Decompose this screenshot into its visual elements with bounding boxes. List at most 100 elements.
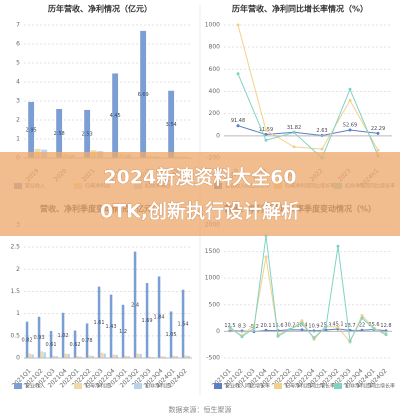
bar bbox=[97, 286, 101, 358]
bar bbox=[168, 90, 175, 158]
legend-swatch bbox=[274, 383, 282, 389]
data-label: 10.9 bbox=[308, 323, 319, 329]
bar bbox=[67, 354, 70, 358]
point bbox=[360, 316, 364, 320]
y-tick-label: 0 bbox=[216, 132, 220, 139]
y-tick-label: 600 bbox=[209, 66, 221, 73]
y-tick-label: 0 bbox=[216, 328, 220, 335]
point bbox=[360, 313, 364, 317]
legend-label: 扣非净利润同比增长率 bbox=[345, 383, 395, 390]
bar bbox=[139, 354, 142, 358]
data-label: 1.61 bbox=[93, 320, 104, 326]
data-label: 8.3 bbox=[238, 323, 246, 329]
y-tick-label: 5 bbox=[16, 60, 20, 67]
y-tick-label: 6 bbox=[16, 41, 20, 48]
bar bbox=[55, 356, 58, 358]
bar bbox=[56, 108, 63, 158]
bar bbox=[124, 355, 128, 358]
data-label: 22.29 bbox=[371, 126, 385, 132]
y-tick-label: 200 bbox=[209, 110, 221, 117]
data-label: 2.4 bbox=[131, 302, 139, 308]
data-label: 30.2 bbox=[284, 322, 295, 328]
point bbox=[376, 148, 380, 152]
y-tick-label: 4 bbox=[16, 79, 20, 86]
line bbox=[229, 235, 387, 343]
point bbox=[264, 128, 268, 132]
data-label: 31.82 bbox=[287, 125, 301, 131]
bar bbox=[100, 352, 104, 358]
point bbox=[300, 319, 304, 323]
bar bbox=[148, 356, 152, 358]
y-tick-label: 500 bbox=[209, 301, 221, 308]
bar bbox=[85, 323, 89, 358]
data-label: 1.43 bbox=[105, 324, 116, 330]
bar bbox=[64, 353, 68, 358]
line bbox=[237, 73, 379, 159]
line bbox=[237, 125, 379, 137]
bar bbox=[112, 73, 119, 158]
bar bbox=[136, 353, 140, 358]
y-tick-label: -500 bbox=[206, 355, 220, 362]
point bbox=[336, 325, 340, 329]
point bbox=[348, 339, 352, 343]
point bbox=[348, 98, 352, 102]
point bbox=[324, 328, 328, 332]
y-tick-label: 800 bbox=[209, 44, 221, 51]
data-label: 2.58 bbox=[54, 131, 65, 137]
data-label: 91.48 bbox=[231, 118, 245, 124]
y-tick-label: 400 bbox=[209, 88, 221, 95]
data-label: 0.82 bbox=[21, 337, 32, 343]
legend-label: 营业收入 bbox=[25, 383, 45, 390]
data-label: 1.05 bbox=[165, 332, 176, 338]
bar bbox=[91, 355, 94, 358]
point bbox=[300, 328, 304, 332]
bar bbox=[25, 321, 29, 358]
data-label: 35.6 bbox=[368, 322, 379, 328]
chart-title: 历年营收、净利情况（亿元） bbox=[48, 4, 152, 14]
point bbox=[276, 334, 280, 338]
bar bbox=[127, 356, 130, 358]
legend-label: 归母净利润同比增长率 bbox=[285, 383, 335, 390]
y-tick-label: 1500 bbox=[205, 248, 220, 255]
data-label: 22 bbox=[359, 323, 365, 329]
bar bbox=[172, 355, 176, 358]
bar bbox=[103, 353, 106, 358]
bar bbox=[40, 351, 44, 358]
bar bbox=[175, 356, 178, 358]
data-label: 20.1 bbox=[260, 323, 271, 329]
point bbox=[348, 128, 352, 132]
legend-swatch bbox=[214, 383, 222, 389]
bar bbox=[43, 352, 46, 358]
bar bbox=[61, 312, 65, 358]
bar bbox=[115, 354, 118, 358]
point bbox=[292, 145, 296, 149]
data-label: 0.78 bbox=[81, 338, 92, 344]
data-label: 1.2 bbox=[119, 329, 127, 335]
data-label: 0.93 bbox=[33, 335, 44, 341]
data-label: 28.4 bbox=[296, 322, 307, 328]
point bbox=[348, 87, 352, 91]
y-tick-label: 1 bbox=[16, 310, 20, 317]
bar bbox=[121, 304, 125, 358]
bar bbox=[88, 355, 92, 358]
bar bbox=[37, 316, 41, 358]
legend-label: 扣非净利润 bbox=[145, 383, 170, 390]
point bbox=[288, 327, 292, 331]
point bbox=[236, 23, 240, 27]
data-label: 2.95 bbox=[26, 127, 37, 133]
bar bbox=[28, 353, 32, 358]
legend-swatch bbox=[74, 383, 82, 389]
point bbox=[240, 335, 244, 339]
point bbox=[264, 133, 268, 137]
point bbox=[252, 326, 256, 330]
bar bbox=[28, 101, 35, 158]
bar bbox=[31, 354, 34, 358]
bar bbox=[163, 356, 166, 358]
data-label: 1.69 bbox=[141, 318, 152, 324]
source: 数据来源：恒生聚源 bbox=[169, 405, 232, 414]
data-label: 2.53 bbox=[82, 131, 93, 137]
data-label: 18.7 bbox=[344, 323, 355, 329]
point bbox=[228, 325, 232, 329]
data-label: 1.84 bbox=[153, 315, 164, 321]
